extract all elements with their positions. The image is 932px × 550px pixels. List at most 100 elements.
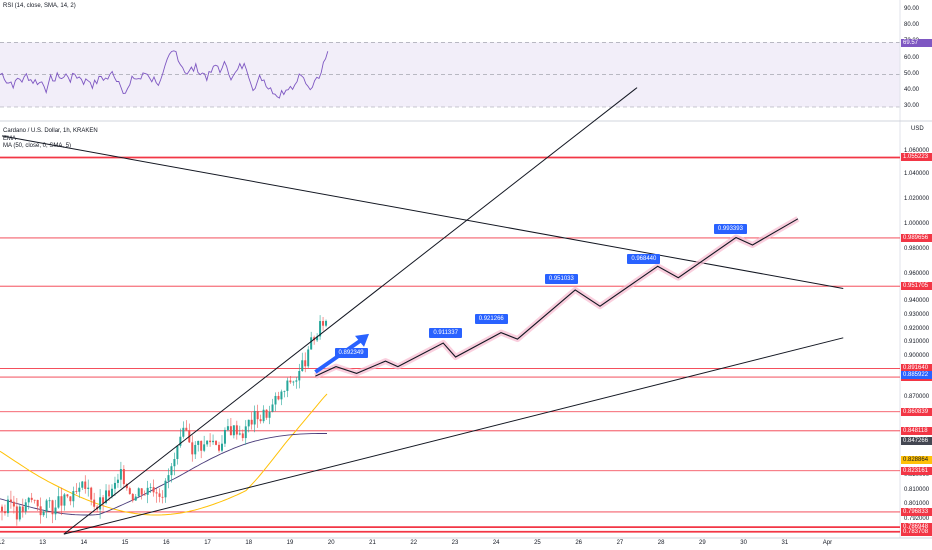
price-tick-label: 1.060000 — [904, 148, 930, 154]
projection-callout: 0.951033 — [544, 274, 578, 285]
time-tick-label: 28 — [657, 540, 665, 546]
time-tick-label: 12 — [0, 540, 5, 546]
candle-body — [286, 380, 289, 391]
time-tick-label: 22 — [410, 540, 418, 546]
candle-body — [298, 370, 301, 381]
candle-body — [161, 496, 164, 498]
candle-body — [116, 479, 119, 483]
candle-body — [212, 440, 215, 443]
price-tick-label: 0.930000 — [904, 312, 930, 318]
candle-body — [232, 425, 235, 436]
price-tick-label: 0.792000 — [904, 516, 930, 522]
candle-body — [75, 491, 78, 492]
candle-body — [1, 506, 3, 512]
candle-body — [110, 488, 113, 497]
level-price-tag: 0.848118 — [901, 426, 932, 435]
indicator-price-tag: 0.828864 — [901, 456, 932, 465]
ma-legend[interactable]: MA (50, close, 0, SMA, 5) — [3, 143, 72, 149]
candle-body — [42, 511, 45, 516]
time-tick-label: 13 — [39, 540, 46, 546]
price-tick-label: 1.020000 — [904, 196, 930, 202]
candle-body — [280, 391, 283, 400]
time-tick-label: 26 — [575, 540, 583, 546]
level-price-tag: 0.786948 — [901, 523, 932, 532]
projection-callout: 0.892349 — [334, 348, 368, 359]
projection-callout: 0.993393 — [713, 224, 747, 234]
level-price-tag: 0.951705 — [901, 282, 932, 291]
time-tick-label: 21 — [369, 540, 376, 546]
candle-body — [155, 492, 158, 494]
rsi-current-value: 69.57 — [901, 39, 932, 48]
candle-body — [218, 444, 221, 451]
candle-body — [60, 496, 63, 506]
candle-body — [9, 499, 12, 502]
candle-body — [57, 496, 60, 508]
candle-body — [158, 493, 161, 497]
candle-body — [149, 487, 152, 488]
candle-body — [191, 442, 194, 455]
projection-path — [315, 218, 799, 377]
trendline — [63, 87, 638, 535]
rsi-tick-label: 40.00 — [904, 86, 920, 93]
candle-body — [81, 481, 84, 488]
ema-legend[interactable]: EMA — [3, 136, 17, 142]
price-tick-label: 0.801000 — [904, 501, 930, 507]
candle-body — [105, 490, 108, 504]
candle-body — [102, 497, 105, 504]
candle-body — [69, 496, 72, 502]
candle-body — [259, 419, 262, 422]
candle-body — [250, 419, 253, 425]
time-tick-label: 31 — [781, 540, 789, 546]
projection-callout: 0.911337 — [429, 327, 462, 338]
candle-body — [164, 480, 167, 498]
time-tick-label: 16 — [162, 540, 170, 546]
candle-body — [63, 494, 66, 506]
candle-body — [125, 484, 128, 489]
candle-body — [167, 475, 170, 481]
time-tick-label: 18 — [245, 540, 253, 546]
time-tick-label: 30 — [740, 540, 747, 546]
candle-body — [292, 381, 295, 383]
indicator-price-tag: 0.885922 — [901, 370, 932, 379]
level-price-tag: 1.055223 — [901, 153, 932, 162]
time-tick-label: 19 — [286, 540, 294, 546]
candle-body — [90, 487, 93, 500]
candle-body — [241, 433, 244, 439]
rsi-tick-label: 50.00 — [904, 70, 920, 77]
candle-body — [283, 390, 286, 392]
candle-body — [319, 321, 322, 337]
candle-body — [268, 411, 271, 418]
candle-body — [21, 506, 24, 512]
candle-body — [18, 506, 21, 520]
candle-body — [229, 426, 232, 436]
candle-body — [301, 360, 304, 371]
time-tick-label: 23 — [451, 540, 459, 546]
candle-body — [108, 490, 111, 497]
candle-body — [295, 380, 298, 382]
price-tick-label: 0.870000 — [904, 394, 930, 400]
candle-body — [226, 426, 229, 430]
rsi-tick-label: 80.00 — [904, 22, 920, 29]
level-price-tag: 0.796833 — [901, 507, 932, 516]
price-tick-label: 0.820000 — [904, 472, 930, 478]
candle-body — [99, 497, 102, 510]
candle-body — [48, 500, 51, 502]
level-price-tag: 0.823161 — [901, 466, 932, 475]
rsi-legend[interactable]: RSI (14, close, SMA, 14, 2) — [3, 3, 76, 9]
time-tick-label: Apr — [822, 540, 833, 546]
projection-callout: 0.968440 — [627, 254, 661, 264]
rsi-tick-label: 30.00 — [904, 103, 920, 109]
candle-body — [271, 404, 274, 412]
candle-body — [39, 506, 42, 516]
candle-body — [51, 500, 54, 515]
price-tick-label: 0.960000 — [904, 271, 930, 277]
projection-callout: 0.921266 — [474, 314, 508, 325]
candle-body — [24, 502, 27, 512]
candle-body — [244, 426, 247, 439]
candle-body — [36, 499, 39, 507]
candle-body — [209, 440, 212, 443]
symbol-legend[interactable]: Cardano / U.S. Dollar, 1h, KRAKEN — [3, 128, 98, 134]
candle-body — [304, 360, 307, 367]
